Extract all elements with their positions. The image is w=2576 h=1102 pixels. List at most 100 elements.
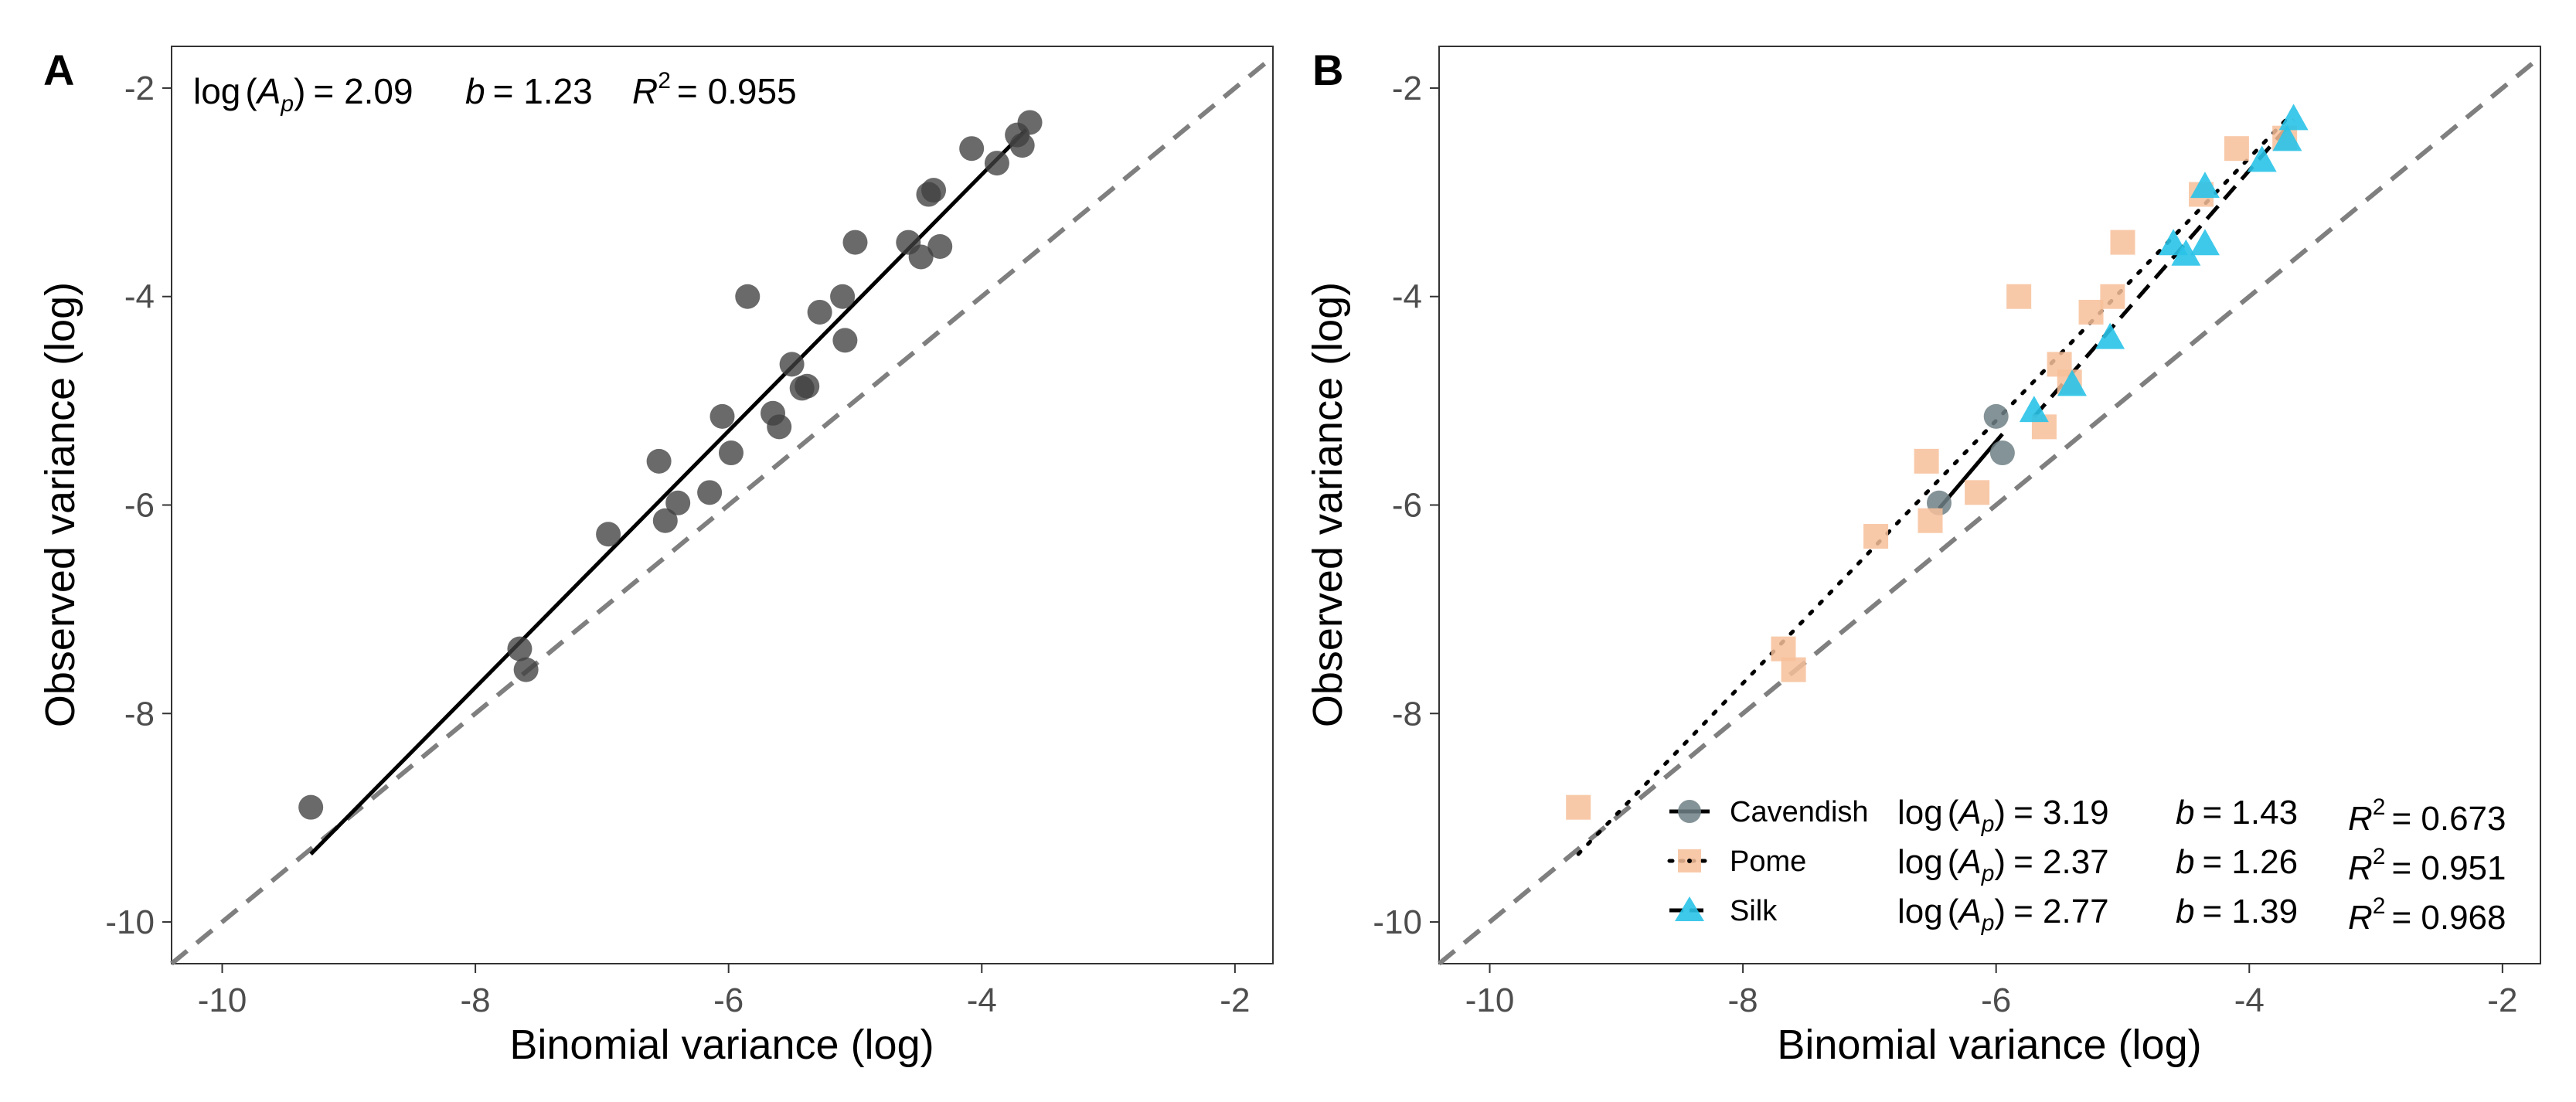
legend-row-silk: Silk log (Ap) = 2.77 b = 1.39 R2 = 0.968 bbox=[1669, 893, 2506, 937]
legend-pome-dot bbox=[1687, 859, 1692, 863]
legend-pome-logap-value: = 2.37 bbox=[2013, 843, 2109, 881]
panel-a-point-19 bbox=[842, 230, 868, 255]
panel-b-cavendish-point-2 bbox=[1989, 440, 2015, 466]
panel-a-point-24 bbox=[927, 233, 953, 259]
panel-b-cavendish-point-1 bbox=[1983, 403, 2009, 429]
panel-a-point-17 bbox=[830, 284, 856, 309]
panel-b-pome-point-1 bbox=[1771, 636, 1796, 662]
panel-b-y-axis-title: Observed variance (log) bbox=[1305, 282, 1351, 727]
panel-b-silk-point-2 bbox=[2095, 322, 2125, 349]
panel-a-point-23 bbox=[921, 178, 947, 203]
panel-a-point-5 bbox=[652, 508, 678, 533]
panel-a-point-29 bbox=[1017, 110, 1043, 135]
panel-a-y-tick-label-1: -8 bbox=[124, 695, 155, 733]
panel-a-point-13 bbox=[779, 352, 805, 377]
panel-a-annot-r2-value: = 0.955 bbox=[677, 71, 797, 111]
legend-silk-r2-sup: 2 bbox=[2373, 893, 2386, 919]
svg-text:log(Ap)= 2.09: log (Ap) = 2.09 bbox=[193, 71, 413, 117]
panel-a-y-tick-label-4: -2 bbox=[124, 70, 155, 107]
panel-b-silk-point-1 bbox=[2057, 369, 2087, 396]
panel-a-y-tick-label-0: -10 bbox=[105, 903, 155, 941]
panel-a-x-tick-label-3: -4 bbox=[967, 981, 997, 1019]
panel-b-silk-point-9 bbox=[2278, 104, 2309, 131]
legend-cavendish-logap-value: = 3.19 bbox=[2013, 794, 2109, 832]
legend-cavendish-log: log bbox=[1897, 794, 1943, 832]
panel-b-pome-point-11 bbox=[2078, 299, 2104, 325]
svg-text:log(Ap)= 2.77: log (Ap) = 2.77 bbox=[1897, 893, 2109, 936]
panel-a-x-tick-label-4: -2 bbox=[1220, 981, 1250, 1019]
legend-silk-b-value: = 1.39 bbox=[2202, 893, 2298, 930]
panel-a-y-tick-label-2: -6 bbox=[124, 487, 155, 525]
legend-silk-ap: A bbox=[1956, 893, 1981, 930]
panel-a-point-18 bbox=[832, 328, 858, 353]
svg-text:log(Ap)= 3.19: log (Ap) = 3.19 bbox=[1897, 794, 2109, 837]
panel-b-pome-point-12 bbox=[2100, 284, 2125, 309]
panel-a-point-8 bbox=[710, 403, 735, 429]
panel-a-x-tick-label-2: -6 bbox=[713, 981, 744, 1019]
panel-b-x-ticks: -10 -8 -6 -4 -2 bbox=[1465, 964, 2517, 1019]
panel-a-x-tick-label-0: -10 bbox=[198, 981, 247, 1019]
panel-a-point-21 bbox=[908, 244, 934, 270]
panel-b-x-tick-label-1: -8 bbox=[1728, 981, 1758, 1019]
panel-b-pome-point-4 bbox=[1914, 448, 1939, 474]
panel-a-y-axis-title: Observed variance (log) bbox=[37, 282, 83, 727]
legend-pome-r2-value: = 0.951 bbox=[2391, 849, 2506, 887]
legend-pome-b-value: = 1.26 bbox=[2202, 843, 2298, 881]
svg-text:b= 1.39: b = 1.39 bbox=[2176, 893, 2298, 930]
panel-a-point-1 bbox=[507, 636, 533, 662]
legend-cavendish-ap: A bbox=[1956, 794, 1981, 832]
legend-cavendish-marker bbox=[1678, 800, 1701, 823]
panel-a-plot-area bbox=[170, 55, 1274, 966]
svg-text:R2= 0.951: R2 = 0.951 bbox=[2348, 844, 2506, 887]
panel-b-pome-point-2 bbox=[1781, 657, 1806, 682]
panel-b-x-tick-label-3: -4 bbox=[2234, 981, 2265, 1019]
panel-a-label: A bbox=[43, 46, 74, 94]
panel-a-annot-b-value: = 1.23 bbox=[493, 71, 593, 111]
svg-text:R2= 0.673: R2 = 0.673 bbox=[2348, 794, 2506, 838]
panel-a-annot-ap-sub: p bbox=[280, 91, 294, 117]
panel-b-silk-point-0 bbox=[2019, 396, 2049, 423]
panel-b-silk-point-7 bbox=[2247, 145, 2277, 172]
legend-silk-label: Silk bbox=[1730, 895, 1778, 927]
panel-b-legend: Cavendish log (Ap) = 3.19 b = 1.43 R2 = 0.67… bbox=[1667, 794, 2506, 937]
panel-a-point-10 bbox=[735, 284, 761, 309]
panel-b-x-axis-title: Binomial variance (log) bbox=[1777, 1022, 2201, 1068]
panel-a-y-tick-label-3: -4 bbox=[124, 278, 155, 316]
panel-a-point-6 bbox=[665, 490, 691, 515]
panel-b: -10 -8 -6 -4 -2 -10 -8 -6 -4 -2 B Binomial varia… bbox=[1305, 46, 2542, 1068]
legend-pome-b: b bbox=[2176, 843, 2194, 881]
panel-a-point-26 bbox=[984, 151, 1009, 176]
panel-b-silk-point-6 bbox=[2190, 172, 2220, 199]
panel-b-y-ticks: -10 -8 -6 -4 -2 bbox=[1373, 70, 1439, 941]
panel-a-point-4 bbox=[646, 448, 672, 474]
legend-silk-logap-value: = 2.77 bbox=[2013, 893, 2109, 930]
legend-row-cavendish: Cavendish log (Ap) = 3.19 b = 1.43 R2 = 0.67… bbox=[1669, 794, 2506, 838]
panel-b-label: B bbox=[1312, 46, 1343, 94]
panel-a: -10 -8 -6 -4 -2 -10 -8 -6 -4 -2 A Binomial varia… bbox=[37, 46, 1274, 1068]
panel-b-pome-point-3 bbox=[1863, 523, 1889, 549]
panel-a-annot-r2-sup: 2 bbox=[658, 68, 671, 94]
panel-a-point-15 bbox=[795, 373, 820, 399]
panel-b-y-tick-label-1: -8 bbox=[1392, 695, 1422, 733]
panel-b-pome-point-6 bbox=[1965, 480, 1990, 505]
svg-text:log(Ap)= 2.37: log (Ap) = 2.37 bbox=[1897, 843, 2109, 886]
panel-b-y-tick-label-3: -4 bbox=[1392, 278, 1422, 316]
legend-silk-log: log bbox=[1897, 893, 1943, 930]
panel-a-annot-ap: A bbox=[255, 71, 281, 111]
panel-a-point-28 bbox=[1009, 133, 1035, 158]
panel-b-pome-point-5 bbox=[1918, 508, 1943, 533]
panel-b-x-tick-label-4: -2 bbox=[2487, 981, 2517, 1019]
legend-cavendish-b: b bbox=[2176, 794, 2194, 832]
panel-b-pome-point-0 bbox=[1566, 794, 1591, 820]
panel-a-fit-annotation: log (Ap) = 2.09 b = 1.23 R2 = 0.955 bbox=[193, 68, 797, 117]
panel-b-silk-point-3 bbox=[2159, 229, 2188, 256]
panel-a-x-tick-label-1: -8 bbox=[461, 981, 491, 1019]
panel-a-point-25 bbox=[959, 136, 985, 162]
legend-cavendish-ap-sub: p bbox=[1981, 811, 1995, 837]
panel-a-point-16 bbox=[807, 299, 832, 325]
panel-b-pome-point-15 bbox=[2224, 136, 2249, 162]
svg-text:b= 1.43: b = 1.43 bbox=[2176, 794, 2298, 832]
panel-a-annot-r: R bbox=[632, 71, 658, 111]
legend-pome-log: log bbox=[1897, 843, 1943, 881]
